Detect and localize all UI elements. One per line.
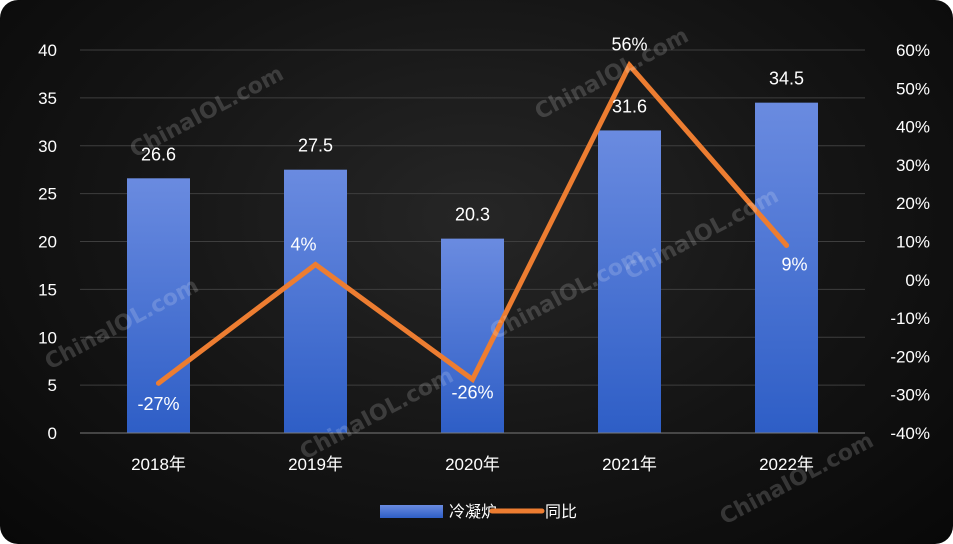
y-right-tick-label: -30% — [890, 386, 930, 405]
legend-label-bar: 冷凝炉 — [449, 503, 497, 521]
y-right-tick-label: 60% — [896, 41, 930, 60]
y-right-tick-label: 10% — [896, 233, 930, 252]
y-left-tick-label: 15 — [38, 280, 57, 299]
y-left-tick-label: 5 — [48, 376, 57, 395]
bar-value-label: 34.5 — [769, 69, 804, 89]
x-tick-label: 2019年 — [288, 455, 343, 474]
watermark-text: ChinaIOL.com — [126, 61, 288, 163]
legend: 冷凝炉 同比 — [380, 503, 577, 521]
line-value-label: 4% — [290, 234, 316, 254]
y-left-tick-label: 25 — [38, 185, 57, 204]
bar — [284, 169, 347, 433]
watermark-text: ChinaIOL.com — [716, 428, 878, 530]
y-left-tick-label: 20 — [38, 233, 57, 252]
y-left-tick-label: 0 — [48, 424, 57, 443]
data-labels: 26.6 27.5 20.3 31.6 34.5 -27% 4% -26% 56% 9% — [137, 34, 807, 414]
legend-label-line: 同比 — [545, 503, 577, 521]
line-point — [156, 380, 161, 386]
y-left-tick-label: 30 — [38, 137, 57, 156]
y-right-tick-label: 0% — [905, 271, 930, 290]
y-left-tick-label: 40 — [38, 41, 57, 60]
line-point — [784, 242, 789, 248]
line-value-label: 56% — [611, 34, 647, 54]
bar — [598, 130, 661, 433]
x-tick-label: 2021年 — [602, 455, 657, 474]
bar-value-label: 26.6 — [141, 144, 176, 164]
bar-value-label: 20.3 — [455, 205, 490, 225]
line-point — [313, 261, 318, 267]
y-left-tick-label: 10 — [38, 328, 57, 347]
line-value-label: 9% — [781, 254, 807, 274]
legend-swatch-bar — [380, 505, 443, 518]
line-series — [156, 60, 789, 386]
y-right-tick-label: 20% — [896, 194, 930, 213]
line-value-label: -26% — [451, 382, 493, 402]
y-left-tick-label: 35 — [38, 89, 57, 108]
y-right-tick-label: -40% — [890, 424, 930, 443]
x-tick-label: 2022年 — [759, 455, 814, 474]
bar-value-label: 31.6 — [612, 96, 647, 116]
y-right-tick-label: 40% — [896, 118, 930, 137]
line-point — [627, 62, 632, 68]
x-tick-label: 2020年 — [445, 455, 500, 474]
y-right-tick-label: 30% — [896, 156, 930, 175]
line-point — [470, 376, 475, 382]
y-right-tick-label: -10% — [890, 309, 930, 328]
bar — [755, 102, 818, 433]
axes: 0 5 10 15 20 25 30 35 40 -40% -30% -20% -10% 0% 10% 20%… — [38, 41, 930, 474]
bar-value-label: 27.5 — [298, 136, 333, 156]
bar — [127, 178, 190, 433]
line-value-label: -27% — [137, 394, 179, 414]
x-tick-label: 2018年 — [131, 455, 186, 474]
y-right-tick-label: 50% — [896, 79, 930, 98]
y-right-tick-label: -20% — [890, 347, 930, 366]
